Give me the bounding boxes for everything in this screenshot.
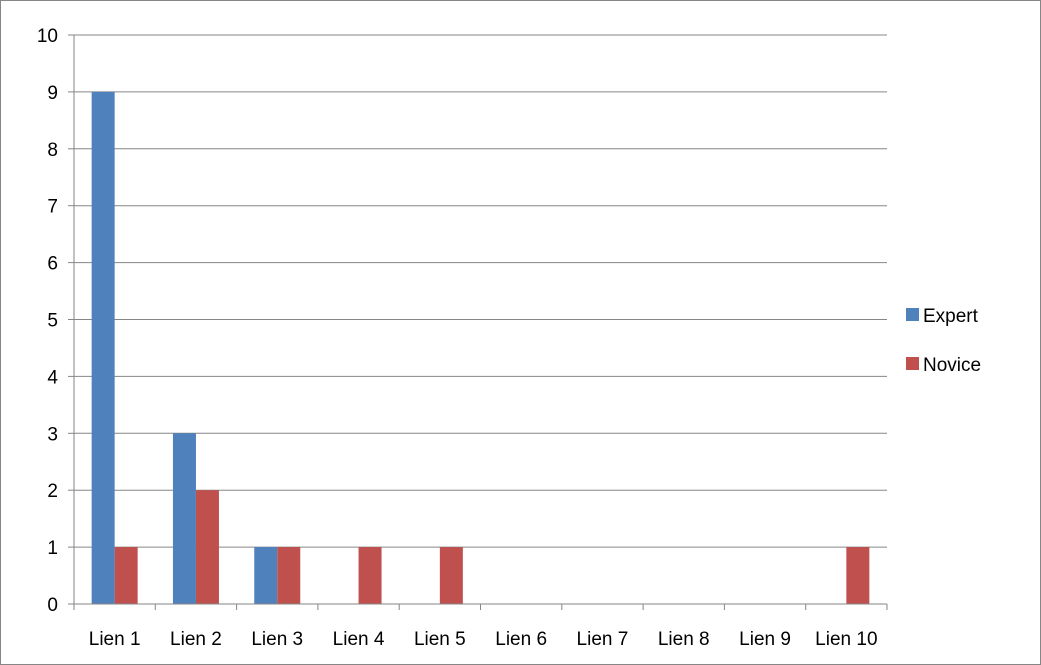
bars [91, 91, 870, 604]
bar-novice-1 [114, 547, 138, 604]
x-tick-label: Lien 7 [577, 629, 629, 650]
x-tick-label: Lien 8 [658, 629, 710, 650]
bar-novice-4 [358, 547, 382, 604]
bar-expert-2 [172, 433, 196, 604]
bar-novice-5 [439, 547, 463, 604]
x-tick-label: Lien 5 [414, 629, 466, 650]
x-tick-label: Lien 2 [170, 629, 222, 650]
legend: Expert Novice [906, 306, 981, 376]
x-tick-label: Lien 6 [495, 629, 547, 650]
y-tick-label: 10 [37, 26, 58, 47]
x-tick-label: Lien 4 [333, 629, 385, 650]
legend-item-expert: Expert [906, 306, 979, 327]
legend-item-novice: Novice [906, 355, 981, 376]
axes [68, 34, 888, 610]
y-tick-label: 7 [47, 197, 58, 218]
bar-expert-3 [254, 547, 278, 604]
bar-novice-3 [277, 547, 301, 604]
legend-label: Expert [923, 306, 979, 327]
x-tick-label: Lien 10 [815, 629, 877, 650]
legend-swatch [906, 308, 919, 321]
bar-novice-10 [846, 547, 870, 604]
tick-labels: 0 1 2 3 4 5 6 7 8 9 10 Lien 1 Lien 2 Lien 3 Lien 4 Lien… [37, 26, 878, 650]
legend-label: Novice [923, 355, 981, 376]
y-tick-label: 2 [47, 481, 58, 502]
y-tick-label: 8 [47, 140, 58, 161]
bar-novice-2 [195, 490, 219, 604]
y-tick-label: 9 [47, 83, 58, 104]
y-tick-label: 4 [47, 367, 58, 388]
x-tick-label: Lien 1 [89, 629, 141, 650]
y-tick-label: 3 [47, 424, 58, 445]
bar-expert-1 [91, 91, 115, 604]
y-tick-label: 5 [47, 311, 58, 332]
x-tick-label: Lien 3 [251, 629, 303, 650]
y-tick-label: 6 [47, 254, 58, 275]
x-tick-label: Lien 9 [739, 629, 791, 650]
y-tick-label: 1 [47, 538, 58, 559]
y-tick-label: 0 [47, 595, 58, 616]
legend-swatch [906, 357, 919, 370]
